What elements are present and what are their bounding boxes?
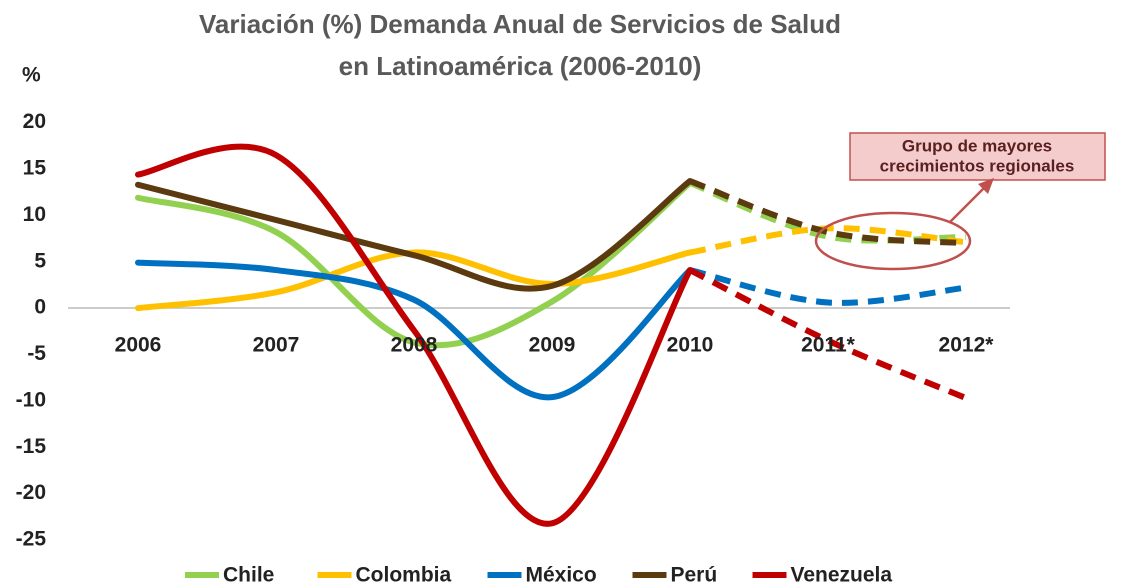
line — [135, 143, 693, 527]
y-tick-label: -5 — [27, 342, 46, 365]
legend-label: Colombia — [356, 564, 452, 587]
x-tick-label: 2008 — [391, 334, 438, 357]
legend-label: Venezuela — [791, 564, 893, 587]
y-tick-label: 5 — [34, 249, 46, 272]
legend-label: Perú — [671, 564, 718, 587]
line — [688, 180, 967, 244]
y-tick-label: -20 — [16, 481, 46, 504]
x-tick-label: 2012* — [939, 334, 995, 357]
line — [135, 178, 693, 292]
x-tick-label: 2011* — [801, 334, 856, 357]
line — [135, 259, 693, 401]
y-tick-label: 0 — [34, 296, 46, 319]
arrow-head — [978, 178, 994, 194]
line — [689, 225, 967, 256]
y-tick-label: 20 — [23, 110, 46, 133]
legend-label: México — [526, 564, 597, 587]
line — [135, 179, 693, 349]
line — [688, 267, 968, 401]
x-tick-label: 2006 — [115, 334, 162, 357]
y-tick-label: -15 — [16, 435, 47, 458]
line — [689, 267, 967, 306]
x-tick-label: 2007 — [253, 334, 300, 357]
x-tick-label: 2010 — [667, 334, 714, 357]
y-tick-label: -10 — [16, 388, 46, 411]
y-tick-label: 15 — [23, 157, 47, 180]
annotation-box — [849, 132, 1106, 181]
plot — [135, 143, 968, 527]
y-axis-label: % — [22, 64, 41, 87]
annotation-arrow — [949, 183, 989, 223]
chart-title: en Latinoamérica (2006-2010) — [339, 51, 702, 81]
x-tick-label: 2009 — [529, 334, 576, 357]
chart-title: Variación (%) Demanda Anual de Servicios… — [199, 9, 841, 39]
annotation: crecimientos regionales — [880, 156, 1075, 175]
line — [688, 178, 967, 247]
y-tick-label: -25 — [16, 528, 47, 551]
y-tick-label: 10 — [23, 203, 46, 226]
legend-label: Chile — [223, 564, 274, 587]
highlight-ellipse — [814, 211, 972, 271]
annotation: Grupo de mayores — [902, 136, 1052, 155]
